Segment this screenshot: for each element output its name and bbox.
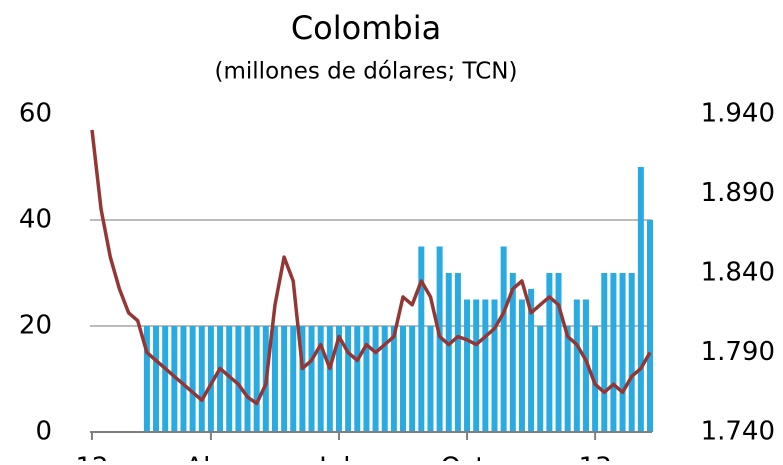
bar	[290, 326, 297, 432]
bar	[409, 326, 416, 432]
bar	[271, 326, 278, 432]
bar	[491, 299, 498, 432]
y2-tick-label: 1.790	[701, 337, 775, 367]
bar	[198, 326, 205, 432]
y-tick-label: 40	[19, 205, 52, 235]
bar	[619, 273, 626, 432]
bar	[518, 299, 525, 432]
bar	[454, 273, 461, 432]
bar	[582, 299, 589, 432]
bar	[473, 299, 480, 432]
bar	[592, 326, 599, 432]
chart-subtitle: (millones de dólares; TCN)	[215, 59, 518, 85]
y-tick-label: 0	[35, 417, 52, 447]
x-tick-label: Oct.	[440, 453, 493, 462]
bar	[299, 326, 306, 432]
bar	[317, 326, 324, 432]
y2-tick-label: 1.890	[701, 178, 775, 208]
bar	[207, 326, 214, 432]
bar	[217, 326, 224, 432]
bar	[372, 326, 379, 432]
bar	[564, 326, 571, 432]
bar	[171, 326, 178, 432]
bar	[482, 299, 489, 432]
line	[90, 129, 652, 406]
x-tick-label: 13	[579, 453, 612, 462]
y2-tick-label: 1.740	[701, 417, 775, 447]
bar	[427, 326, 434, 432]
bar	[354, 326, 361, 432]
bar	[143, 326, 150, 432]
bar	[244, 326, 251, 432]
bar	[235, 326, 242, 432]
chart-title: Colombia	[291, 9, 441, 47]
bar	[637, 167, 644, 432]
x-tick-label: 12	[75, 453, 108, 462]
x-tick-label: Jul.	[317, 453, 359, 462]
y2-tick-label: 1.940	[701, 99, 775, 129]
bar	[345, 326, 352, 432]
bar	[162, 326, 169, 432]
bar	[400, 326, 407, 432]
bar	[281, 326, 288, 432]
bar	[528, 288, 535, 432]
bar	[555, 273, 562, 432]
bar	[308, 326, 315, 432]
bar	[390, 326, 397, 432]
bar	[610, 273, 617, 432]
bar	[464, 299, 471, 432]
x-tick-label: Abr.	[185, 453, 236, 462]
y-tick-label: 60	[19, 99, 52, 129]
bar	[628, 273, 635, 432]
bar	[363, 326, 370, 432]
bar	[601, 273, 608, 432]
bar	[573, 299, 580, 432]
bar	[153, 326, 160, 432]
bar	[253, 326, 260, 432]
bar	[647, 220, 653, 432]
bar	[326, 326, 333, 432]
bar	[436, 246, 443, 432]
bar	[537, 326, 544, 432]
bar	[180, 326, 187, 432]
bar	[418, 246, 425, 432]
y2-tick-label: 1.840	[701, 258, 775, 288]
bar	[381, 326, 388, 432]
bar	[445, 273, 452, 432]
bar	[500, 246, 507, 432]
bar	[189, 326, 196, 432]
bar	[546, 273, 553, 432]
bar	[335, 326, 342, 432]
bar	[226, 326, 233, 432]
y-tick-label: 20	[19, 311, 52, 341]
bar	[509, 273, 516, 432]
